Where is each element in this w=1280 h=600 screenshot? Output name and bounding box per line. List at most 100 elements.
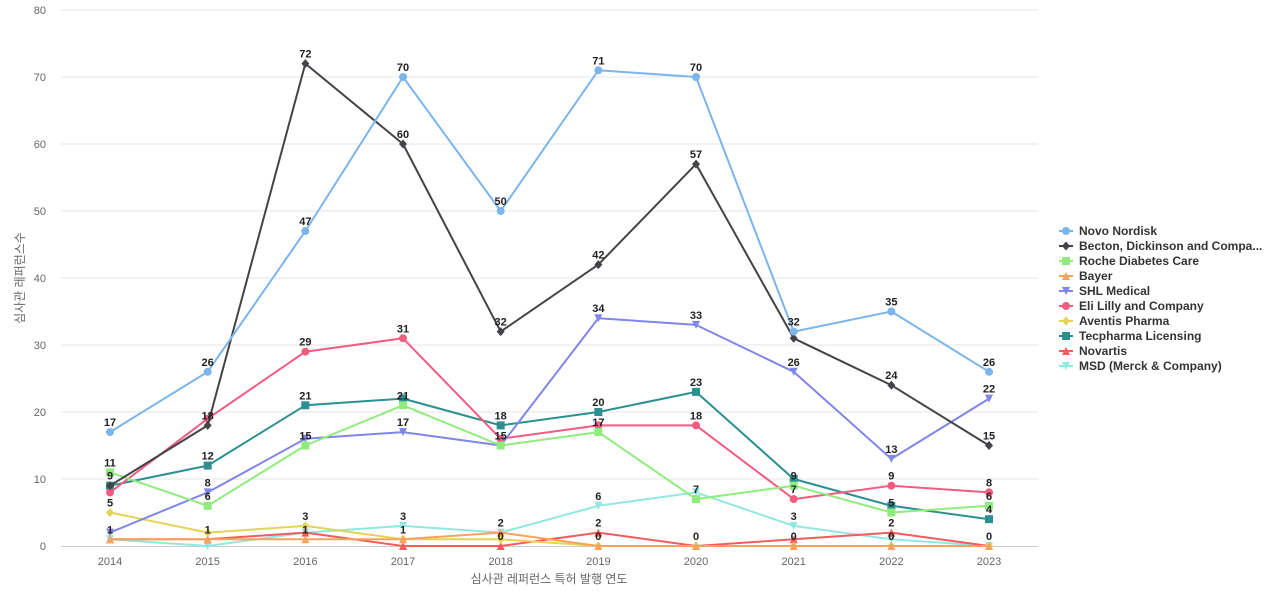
data-point[interactable] (789, 333, 798, 343)
data-point[interactable] (496, 434, 505, 443)
data-point[interactable] (594, 542, 603, 550)
data-point[interactable] (301, 441, 310, 450)
legend-item[interactable]: Eli Lilly and Company (1059, 299, 1204, 313)
data-point[interactable] (887, 307, 896, 316)
data-point[interactable] (301, 535, 310, 544)
data-point[interactable] (399, 401, 408, 410)
data-point[interactable] (985, 515, 994, 524)
data-point[interactable] (887, 501, 896, 510)
data-point[interactable] (203, 367, 212, 376)
data-point[interactable] (106, 481, 114, 491)
data-point[interactable] (887, 380, 896, 390)
data-point[interactable] (106, 528, 114, 537)
legend-item[interactable]: Becton, Dickinson and Compa... (1059, 239, 1262, 253)
data-point[interactable] (789, 535, 798, 544)
legend-item[interactable]: Bayer (1059, 269, 1113, 283)
data-point[interactable] (496, 441, 505, 450)
legend-item[interactable]: SHL Medical (1059, 284, 1150, 298)
data-point[interactable] (399, 542, 408, 550)
legend-symbol[interactable] (1062, 287, 1070, 295)
data-point[interactable] (887, 454, 896, 463)
data-point[interactable] (301, 227, 310, 236)
data-point[interactable] (789, 481, 798, 490)
data-point[interactable] (985, 441, 994, 450)
data-point[interactable] (203, 461, 212, 470)
data-point[interactable] (496, 542, 505, 550)
legend-symbol[interactable] (1062, 362, 1070, 370)
legend-symbol[interactable] (1062, 316, 1070, 326)
data-point[interactable] (789, 495, 798, 504)
legend-item[interactable]: Novartis (1059, 344, 1127, 358)
data-point[interactable] (692, 159, 701, 169)
data-point[interactable] (692, 488, 701, 497)
data-point[interactable] (692, 73, 701, 81)
legend-item[interactable]: MSD (Merck & Company) (1059, 359, 1222, 373)
data-point[interactable] (203, 501, 212, 510)
data-point[interactable] (985, 394, 994, 403)
data-point[interactable] (399, 428, 408, 437)
data-point[interactable] (399, 521, 408, 530)
legend-item[interactable]: Novo Nordisk (1059, 224, 1157, 238)
data-point[interactable] (692, 495, 701, 504)
data-point[interactable] (203, 420, 212, 430)
data-point[interactable] (789, 327, 798, 336)
data-point[interactable] (789, 521, 798, 530)
data-point[interactable] (203, 535, 212, 544)
data-point[interactable] (496, 528, 505, 537)
data-point[interactable] (106, 428, 114, 437)
data-point[interactable] (203, 488, 212, 497)
legend-symbol[interactable] (1062, 347, 1070, 355)
data-point[interactable] (594, 428, 603, 437)
data-point[interactable] (594, 408, 603, 416)
data-point[interactable] (106, 535, 114, 544)
data-point[interactable] (985, 501, 994, 510)
data-point[interactable] (887, 535, 896, 544)
data-point[interactable] (496, 534, 505, 544)
data-point[interactable] (496, 421, 505, 430)
data-point[interactable] (985, 488, 994, 497)
data-point[interactable] (399, 73, 408, 81)
data-point[interactable] (594, 421, 603, 430)
data-point[interactable] (399, 139, 408, 149)
data-point[interactable] (692, 387, 701, 396)
data-point[interactable] (594, 260, 603, 270)
data-point[interactable] (887, 508, 896, 517)
data-point[interactable] (399, 535, 408, 544)
data-point[interactable] (301, 59, 310, 69)
data-point[interactable] (496, 207, 505, 215)
data-point[interactable] (985, 367, 994, 376)
data-point[interactable] (399, 394, 408, 403)
legend-symbol[interactable] (1062, 332, 1070, 340)
legend-item[interactable]: Aventis Pharma (1059, 314, 1170, 328)
data-point[interactable] (594, 501, 603, 510)
data-point[interactable] (301, 347, 310, 356)
data-point[interactable] (887, 528, 896, 537)
data-point[interactable] (203, 542, 212, 550)
data-point[interactable] (789, 475, 798, 483)
legend-symbol[interactable] (1062, 227, 1070, 235)
data-point[interactable] (301, 401, 310, 410)
data-point[interactable] (594, 66, 603, 75)
data-point[interactable] (301, 521, 310, 531)
data-point[interactable] (106, 468, 114, 477)
data-point[interactable] (692, 542, 701, 550)
data-point[interactable] (692, 421, 701, 430)
data-point[interactable] (106, 508, 114, 517)
data-point[interactable] (887, 481, 896, 490)
legend-symbol[interactable] (1062, 241, 1070, 251)
data-point[interactable] (594, 528, 603, 537)
legend-item[interactable]: Roche Diabetes Care (1059, 254, 1199, 268)
legend-symbol[interactable] (1062, 272, 1070, 280)
data-point[interactable] (496, 327, 505, 337)
data-point[interactable] (789, 367, 798, 376)
data-point[interactable] (399, 334, 408, 343)
legend-item[interactable]: Tecpharma Licensing (1059, 329, 1201, 343)
data-point[interactable] (203, 528, 212, 538)
legend-symbol[interactable] (1062, 302, 1070, 310)
data-point[interactable] (301, 528, 310, 537)
data-point[interactable] (692, 320, 701, 329)
data-point[interactable] (594, 314, 603, 323)
data-point[interactable] (789, 542, 798, 550)
data-point[interactable] (985, 542, 994, 550)
data-point[interactable] (301, 434, 310, 443)
